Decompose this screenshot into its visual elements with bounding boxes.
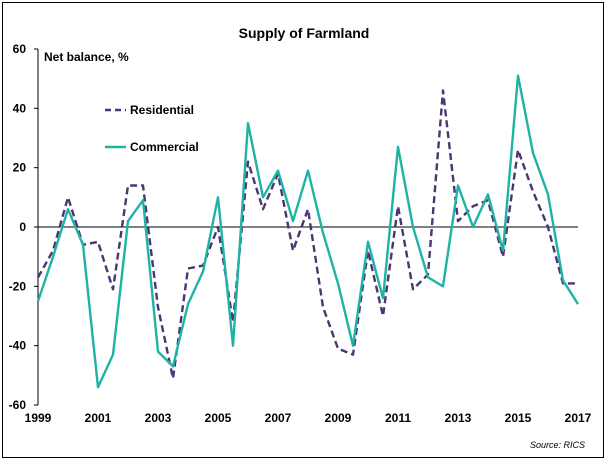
- y-tick-label: -60: [9, 398, 27, 412]
- y-tick-label: -20: [9, 279, 27, 293]
- legend-label-commercial: Commercial: [130, 140, 199, 154]
- y-tick-label: 40: [13, 101, 27, 115]
- x-tick-label: 2001: [85, 411, 112, 425]
- x-tick-label: 2017: [565, 411, 592, 425]
- y-tick-label: 60: [13, 42, 27, 56]
- x-tick-label: 1999: [25, 411, 52, 425]
- y-tick-label: 20: [13, 161, 27, 175]
- y-tick-label: -40: [9, 339, 27, 353]
- x-tick-label: 2003: [145, 411, 172, 425]
- y-axis-title: Net balance, %: [44, 50, 129, 64]
- x-tick-label: 2009: [325, 411, 352, 425]
- x-tick-label: 2015: [505, 411, 532, 425]
- x-tick-label: 2005: [205, 411, 232, 425]
- x-tick-label: 2013: [445, 411, 472, 425]
- x-tick-label: 2011: [385, 411, 411, 425]
- legend-label-residential: Residential: [130, 103, 194, 117]
- series-line-commercial: [36, 74, 580, 389]
- chart-title: Supply of Farmland: [238, 25, 370, 41]
- source-note: Source: RICS: [529, 440, 585, 450]
- y-tick-label: 0: [19, 220, 26, 234]
- series-line-residential: [36, 89, 578, 380]
- x-tick-label: 2007: [265, 411, 292, 425]
